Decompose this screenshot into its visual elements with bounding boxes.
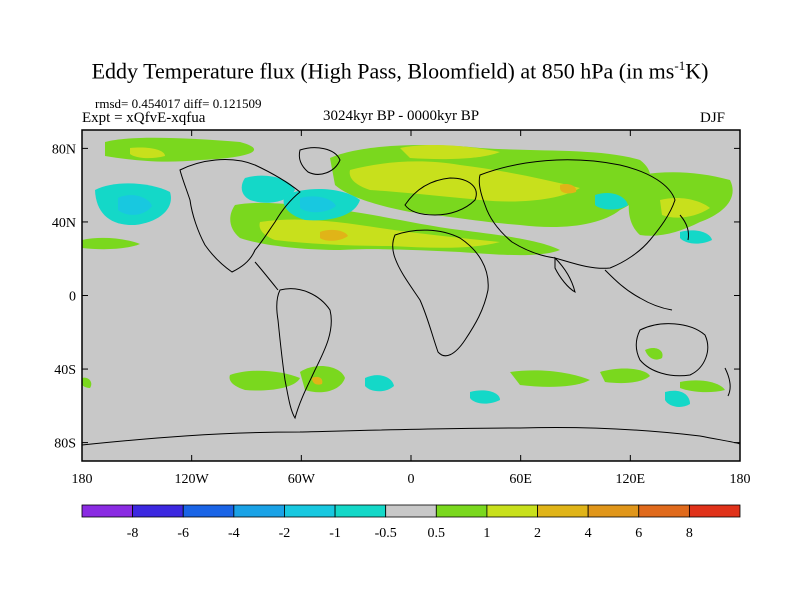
coast-central-america bbox=[254, 261, 279, 291]
colorbar-swatch bbox=[81, 504, 134, 518]
colorbar-label: 1 bbox=[483, 526, 490, 541]
flux-positive-south-pacific bbox=[600, 368, 650, 384]
lat-tick-label: 80N bbox=[52, 142, 76, 157]
colorbar-label: 6 bbox=[635, 526, 642, 541]
flux-strong-north-pacific bbox=[130, 147, 165, 159]
flux-negative-south-2 bbox=[470, 390, 500, 404]
flux-strong-eurasia bbox=[349, 161, 580, 202]
colorbar-label: 0.5 bbox=[428, 526, 446, 541]
coast-australia bbox=[635, 323, 709, 377]
lon-tick-label: 120E bbox=[616, 472, 646, 487]
colorbar-swatch bbox=[182, 504, 235, 518]
coast-africa bbox=[392, 229, 489, 357]
flux-strong-atlantic bbox=[259, 219, 500, 248]
flux-negative-south-3 bbox=[665, 390, 690, 407]
season-label: DJF bbox=[700, 110, 726, 126]
colorbar-swatch bbox=[334, 504, 387, 518]
lon-tick-label: 60W bbox=[288, 472, 316, 487]
coastlines bbox=[82, 147, 740, 446]
lat-tick-label: 40S bbox=[54, 363, 76, 378]
colorbar-label: -8 bbox=[127, 526, 139, 541]
flux-positive-south-atlantic bbox=[229, 370, 300, 391]
colorbar-label: -1 bbox=[329, 526, 341, 541]
flux-positive-pacific-west bbox=[82, 237, 140, 250]
colorbar-label: -0.5 bbox=[375, 526, 397, 541]
coast-greenland bbox=[298, 147, 341, 175]
lon-tick-label: 180 bbox=[730, 472, 751, 487]
coast-japan bbox=[679, 214, 689, 241]
flux-positive-south-america bbox=[300, 366, 345, 393]
flux-negative-core-atlantic bbox=[300, 196, 336, 213]
experiment-label: Expt = xQfvE-xqfua bbox=[82, 110, 206, 126]
lat-tick-label: 0 bbox=[69, 290, 76, 305]
flux-positive-west-edge bbox=[82, 377, 92, 388]
lon-axis: 180 120W 60W 0 60E 120E 180 bbox=[72, 130, 751, 487]
flux-hotspot-south-america bbox=[312, 376, 323, 385]
colorbar-swatch bbox=[284, 504, 336, 518]
stats-label: rmsd= 0.454017 diff= 0.121509 bbox=[95, 96, 262, 111]
plot-title: Eddy Temperature flux (High Pass, Bloomf… bbox=[91, 58, 709, 84]
lat-axis: 80N 40N 0 40S 80S bbox=[52, 142, 740, 452]
flux-positive-far-east bbox=[680, 380, 725, 393]
lon-tick-label: 0 bbox=[408, 472, 415, 487]
colorbar-swatch bbox=[486, 504, 538, 518]
coast-asia bbox=[478, 159, 676, 269]
title-superscript: -1 bbox=[674, 58, 686, 73]
flux-positive-australia bbox=[645, 347, 663, 360]
colorbar-swatch bbox=[537, 504, 589, 518]
flux-hotspot-atlantic bbox=[320, 229, 348, 241]
colorbar-label: -6 bbox=[177, 526, 189, 541]
flux-strong-arctic bbox=[400, 145, 500, 160]
coast-south-america bbox=[276, 288, 332, 420]
lon-tick-label: 60E bbox=[509, 472, 532, 487]
coast-europe bbox=[404, 177, 477, 216]
lat-tick-label: 80S bbox=[54, 437, 76, 452]
colorbar-label: 8 bbox=[686, 526, 693, 541]
flux-positive-indian bbox=[510, 370, 590, 387]
flux-negative-south-1 bbox=[365, 375, 394, 392]
period-label: 3024kyr BP - 0000kyr BP bbox=[323, 108, 480, 124]
colorbar-swatch bbox=[688, 504, 741, 518]
coast-north-america bbox=[179, 159, 301, 273]
flux-strong-pacific bbox=[660, 197, 710, 218]
coast-southeast-asia bbox=[604, 269, 673, 311]
flux-negative-asia bbox=[595, 193, 628, 210]
lon-tick-label: 120W bbox=[175, 472, 210, 487]
flux-field bbox=[82, 137, 733, 407]
coast-new-zealand bbox=[724, 367, 731, 397]
colorbar-swatch bbox=[385, 504, 437, 518]
colorbar-swatch bbox=[638, 504, 690, 518]
coast-india bbox=[554, 256, 576, 294]
colorbar-swatch bbox=[587, 504, 640, 518]
flux-negative-core-pacific bbox=[118, 195, 152, 215]
colorbar-swatch bbox=[435, 504, 488, 518]
colorbar-label: -4 bbox=[228, 526, 240, 541]
flux-negative-north-america bbox=[241, 175, 295, 203]
flux-hotspot-asia bbox=[560, 183, 577, 194]
colorbar-swatch bbox=[132, 504, 184, 518]
lon-tick-label: 180 bbox=[72, 472, 93, 487]
colorbar-swatch bbox=[233, 504, 285, 518]
colorbar-label: 4 bbox=[585, 526, 592, 541]
colorbar-label: 2 bbox=[534, 526, 541, 541]
lat-tick-label: 40N bbox=[52, 216, 76, 231]
colorbar: -8 -6 -4 -2 -1 -0.5 0.5 1 2 4 6 8 bbox=[81, 504, 741, 541]
colorbar-label: -2 bbox=[279, 526, 291, 541]
coast-antarctica bbox=[82, 426, 740, 446]
